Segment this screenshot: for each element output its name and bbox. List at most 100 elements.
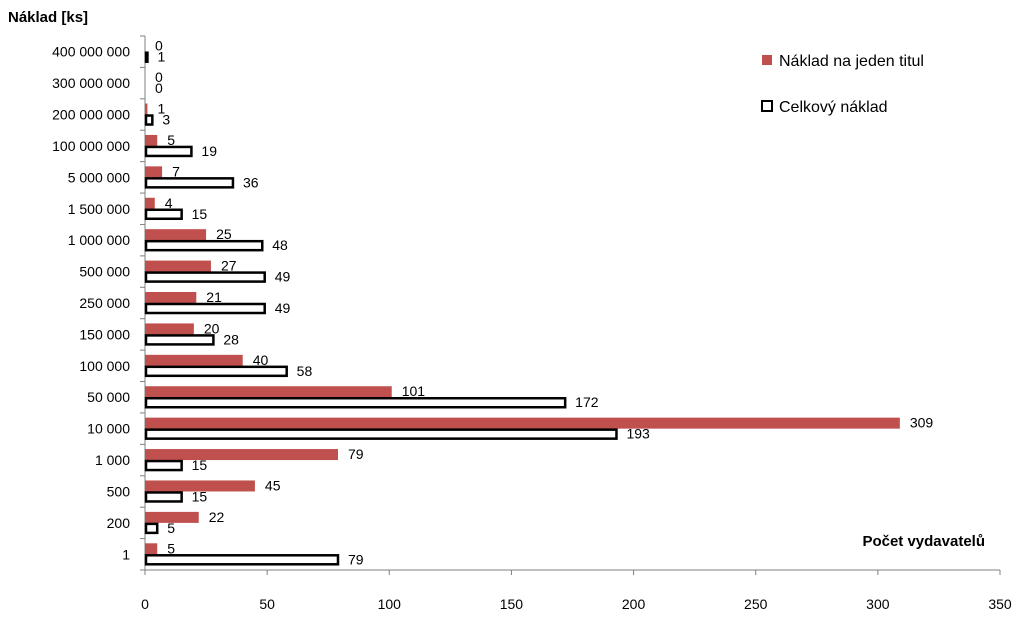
data-label-celkovy-naklad-5-000-000: 36 (243, 174, 259, 190)
data-label-naklad-na-jeden-titul-1: 5 (167, 540, 175, 556)
data-label-celkovy-naklad-100-000: 58 (297, 363, 313, 379)
x-tick-label: 250 (744, 596, 768, 612)
y-tick-label-200-000-000: 200 000 000 (52, 107, 130, 123)
bar-naklad-na-jeden-titul-1-000-000 (145, 229, 207, 241)
y-axis-title: Náklad [ks] (8, 9, 88, 26)
bar-celkovy-naklad-200 (144, 522, 159, 535)
bar-naklad-na-jeden-titul-100-000 (145, 354, 243, 366)
y-tick-label-10-000: 10 000 (87, 421, 130, 437)
bar-naklad-na-jeden-titul-1-000 (145, 449, 338, 461)
bar-naklad-na-jeden-titul-1 (145, 543, 158, 555)
x-tick-label: 100 (378, 596, 402, 612)
y-tick-label-400-000-000: 400 000 000 (52, 44, 130, 60)
bar-naklad-na-jeden-titul-1-500-000 (145, 197, 155, 209)
data-label-naklad-na-jeden-titul-400-000-000: 0 (155, 38, 163, 54)
y-tick-label-300-000-000: 300 000 000 (52, 75, 130, 91)
x-tick-label: 150 (500, 596, 524, 612)
data-label-celkovy-naklad-200: 5 (167, 520, 175, 536)
data-label-naklad-na-jeden-titul-300-000-000: 0 (155, 69, 163, 85)
data-label-naklad-na-jeden-titul-500-000: 27 (221, 258, 237, 274)
data-label-celkovy-naklad-500-000: 49 (275, 269, 291, 285)
data-label-celkovy-naklad-1-000: 15 (192, 457, 208, 473)
bar-naklad-na-jeden-titul-150-000 (145, 323, 194, 335)
y-tick-label-100-000-000: 100 000 000 (52, 138, 130, 154)
data-label-celkovy-naklad-1-000-000: 48 (272, 237, 288, 253)
bar-celkovy-naklad-1-000-000 (144, 239, 264, 252)
data-label-naklad-na-jeden-titul-50-000: 101 (402, 383, 426, 399)
bar-naklad-na-jeden-titul-50-000 (145, 386, 392, 398)
data-label-naklad-na-jeden-titul-200-000-000: 1 (157, 101, 165, 117)
data-label-naklad-na-jeden-titul-5-000-000: 7 (172, 163, 180, 179)
data-label-naklad-na-jeden-titul-250-000: 21 (206, 289, 222, 305)
bar-celkovy-naklad-1 (144, 554, 340, 566)
data-label-celkovy-naklad-10-000: 193 (626, 426, 650, 442)
data-label-celkovy-naklad-150-000: 28 (223, 331, 239, 347)
data-label-celkovy-naklad-400-000-000: 1 (157, 49, 165, 65)
legend-swatch-naklad-na-jeden-titul (762, 55, 772, 65)
bar-celkovy-naklad-250-000 (144, 302, 266, 315)
data-label-celkovy-naklad-200-000-000: 3 (162, 112, 170, 128)
y-tick-label-5-000-000: 5 000 000 (68, 169, 130, 185)
legend-label-naklad-na-jeden-titul: Náklad na jeden titul (779, 53, 924, 70)
bar-celkovy-naklad-10-000 (144, 428, 618, 440)
bar-celkovy-naklad-500 (144, 491, 183, 503)
y-tick-label-1-500-000: 1 500 000 (68, 201, 130, 217)
x-tick-label: 50 (259, 596, 275, 612)
bar-celkovy-naklad-100-000 (144, 365, 288, 378)
x-tick-label: 0 (141, 596, 149, 612)
data-label-celkovy-naklad-100-000-000: 19 (201, 143, 217, 159)
data-label-naklad-na-jeden-titul-1-000: 79 (348, 446, 364, 462)
bar-celkovy-naklad-400-000-000 (144, 51, 149, 63)
data-labels: 5792254515791530919310117240582028214927… (155, 38, 933, 568)
bar-celkovy-naklad-50-000 (144, 396, 567, 409)
bar-celkovy-naklad-1-000 (144, 459, 183, 472)
y-tick-label-1: 1 (122, 546, 130, 562)
bar-naklad-na-jeden-titul-5-000-000 (145, 166, 163, 178)
legend: Náklad na jeden titul Celkový náklad (761, 53, 924, 116)
bar-naklad-na-jeden-titul-500 (145, 480, 255, 492)
y-tick-label-1-000-000: 1 000 000 (68, 232, 130, 248)
data-label-naklad-na-jeden-titul-100-000: 40 (253, 352, 269, 368)
bar-celkovy-naklad-200-000-000 (144, 114, 154, 126)
bar-naklad-na-jeden-titul-10-000 (145, 417, 900, 429)
bars (144, 51, 900, 566)
x-tick-label: 350 (988, 596, 1012, 612)
data-label-celkovy-naklad-1-500-000: 15 (192, 206, 208, 222)
y-tick-label-250-000: 250 000 (79, 295, 130, 311)
x-axis-title: Počet vydavatelů (862, 533, 985, 550)
y-tick-label-1-000: 1 000 (95, 452, 130, 468)
y-tick-label-100-000: 100 000 (79, 358, 130, 374)
bar-naklad-na-jeden-titul-500-000 (145, 260, 211, 272)
y-tick-label-150-000: 150 000 (79, 326, 130, 342)
data-label-naklad-na-jeden-titul-10-000: 309 (910, 415, 934, 431)
legend-swatch-celkovy-naklad (761, 100, 773, 112)
y-tick-label-500-000: 500 000 (79, 264, 130, 280)
y-tick-label-200: 200 (107, 515, 131, 531)
y-tick-label-500: 500 (107, 483, 131, 499)
bar-celkovy-naklad-1-500-000 (144, 208, 183, 221)
data-label-celkovy-naklad-300-000-000: 0 (155, 80, 163, 96)
legend-label-celkovy-naklad: Celkový náklad (779, 99, 888, 116)
data-label-celkovy-naklad-1: 79 (348, 551, 364, 567)
data-label-naklad-na-jeden-titul-1-000-000: 25 (216, 226, 232, 242)
x-tick-label: 300 (866, 596, 890, 612)
data-label-naklad-na-jeden-titul-500: 45 (265, 477, 281, 493)
x-tick-label: 200 (622, 596, 646, 612)
bar-naklad-na-jeden-titul-250-000 (145, 292, 197, 303)
bar-naklad-na-jeden-titul-200-000-000 (145, 103, 148, 115)
bar-celkovy-naklad-500-000 (144, 271, 266, 283)
bar-celkovy-naklad-5-000-000 (144, 177, 235, 189)
bar-celkovy-naklad-150-000 (144, 334, 215, 346)
bar-naklad-na-jeden-titul-100-000-000 (145, 134, 158, 146)
data-label-naklad-na-jeden-titul-150-000: 20 (204, 320, 220, 336)
data-label-naklad-na-jeden-titul-100-000-000: 5 (167, 132, 175, 148)
data-label-naklad-na-jeden-titul-1-500-000: 4 (165, 195, 173, 211)
data-label-celkovy-naklad-250-000: 49 (275, 300, 291, 316)
data-label-celkovy-naklad-500: 15 (192, 488, 208, 504)
data-label-naklad-na-jeden-titul-200: 22 (209, 509, 225, 525)
data-label-celkovy-naklad-50-000: 172 (575, 394, 599, 410)
y-tick-label-50-000: 50 000 (87, 389, 130, 405)
bar-celkovy-naklad-100-000-000 (144, 145, 193, 158)
